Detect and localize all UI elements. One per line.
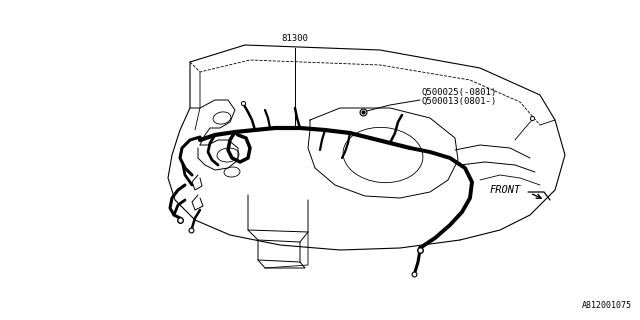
Text: A812001075: A812001075 [582, 301, 632, 310]
Text: Q500025(-0801): Q500025(-0801) [422, 88, 497, 97]
Text: 81300: 81300 [282, 34, 308, 43]
Text: FRONT: FRONT [490, 185, 521, 195]
Text: Q500013(0801-): Q500013(0801-) [422, 97, 497, 106]
